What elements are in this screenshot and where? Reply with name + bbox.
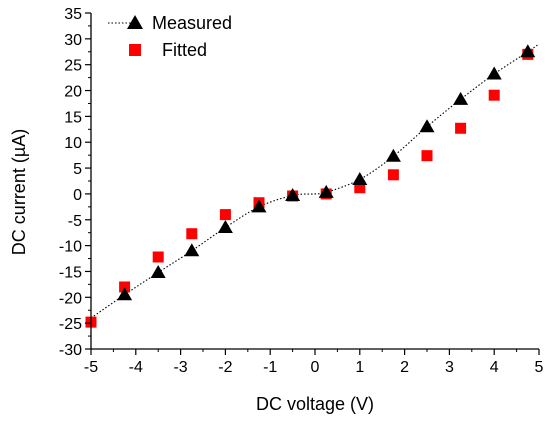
y-tick-label: 0 (73, 187, 82, 204)
x-tick-label: -4 (129, 359, 143, 376)
x-tick-label: 3 (445, 359, 454, 376)
y-tick-label: 5 (73, 161, 82, 178)
legend-fitted-label: Fitted (162, 40, 207, 60)
legend-measured-label: Measured (152, 13, 232, 33)
y-tick-label: -20 (59, 290, 82, 307)
fitted-point (152, 251, 164, 263)
legend-measured-marker (127, 15, 143, 29)
measured-point (117, 287, 133, 301)
y-tick-label: 15 (64, 109, 82, 126)
x-tick-label: 0 (311, 359, 320, 376)
measured-point (520, 44, 536, 58)
measured-point (217, 220, 233, 234)
x-tick-label: 1 (355, 359, 364, 376)
y-tick-label: 30 (64, 32, 82, 49)
fitted-point (387, 169, 399, 181)
legend-fitted-marker (129, 44, 141, 56)
y-tick-label: -10 (59, 239, 82, 256)
fitted-point (119, 281, 131, 293)
fitted-point (354, 182, 366, 194)
measured-point (318, 184, 334, 198)
fitted-point (455, 122, 467, 134)
x-tick-label: 2 (400, 359, 409, 376)
measured-point (251, 199, 267, 213)
x-tick-label: -2 (218, 359, 232, 376)
y-tick-label: 25 (64, 58, 82, 75)
y-tick-label: 20 (64, 84, 82, 101)
measured-point (453, 91, 469, 105)
x-tick-label: 5 (535, 359, 544, 376)
y-tick-label: -15 (59, 264, 82, 281)
x-tick-label: -1 (263, 359, 277, 376)
x-axis-label: DC voltage (V) (256, 394, 374, 414)
legend: Measured Fitted (108, 13, 232, 60)
y-tick-label: 10 (64, 135, 82, 152)
y-tick-label: -30 (59, 342, 82, 359)
x-tick-label: -5 (84, 359, 98, 376)
axes: -5 -4 -3 -2 -1 0 1 2 3 4 5-30-25-20-15-10-50510152… (59, 6, 544, 376)
fitted-point (219, 209, 231, 221)
measured-point (419, 119, 435, 133)
measured-point (184, 243, 200, 257)
measured-point (385, 148, 401, 162)
y-tick-label: -25 (59, 316, 82, 333)
measured-point (352, 171, 368, 185)
y-tick-label: -5 (68, 213, 82, 230)
data-marks (85, 44, 536, 328)
measured-point (150, 264, 166, 278)
y-axis-label: DC current (µA) (9, 129, 29, 255)
measured-point (486, 66, 502, 80)
fitted-point (488, 89, 500, 101)
x-tick-label: -3 (173, 359, 187, 376)
measured-point (285, 187, 301, 201)
fitted-point (421, 150, 433, 162)
fitted-point (186, 228, 198, 240)
x-tick-label: 4 (490, 359, 499, 376)
y-tick-label: 35 (64, 6, 82, 23)
